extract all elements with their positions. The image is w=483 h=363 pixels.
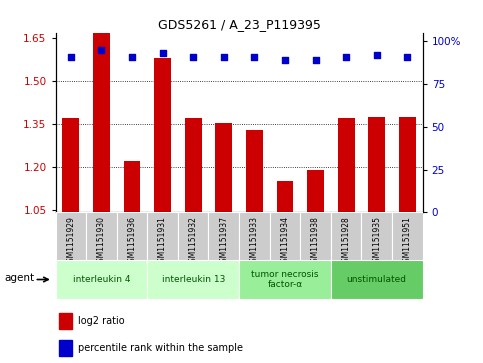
Text: GSM1151937: GSM1151937 — [219, 216, 228, 267]
Text: log2 ratio: log2 ratio — [78, 316, 124, 326]
Text: GSM1151936: GSM1151936 — [128, 216, 137, 267]
Point — [281, 57, 289, 63]
Bar — [124, 161, 141, 212]
Bar — [331, 260, 423, 299]
Text: GSM1151931: GSM1151931 — [158, 216, 167, 267]
Text: percentile rank within the sample: percentile rank within the sample — [78, 343, 242, 353]
Point — [403, 54, 411, 60]
Bar — [56, 212, 86, 260]
Bar — [361, 212, 392, 260]
Bar — [307, 170, 324, 212]
Bar — [277, 181, 293, 212]
Bar — [239, 260, 331, 299]
Bar — [93, 16, 110, 212]
Text: GSM1151951: GSM1151951 — [403, 216, 412, 267]
Point — [251, 54, 258, 60]
Point — [98, 47, 105, 53]
Bar — [209, 212, 239, 260]
Bar — [338, 118, 355, 212]
Point — [67, 54, 75, 60]
Bar — [369, 117, 385, 212]
Point — [220, 54, 227, 60]
Point — [128, 54, 136, 60]
Bar — [331, 212, 361, 260]
Bar — [215, 122, 232, 212]
Bar — [154, 58, 171, 212]
Bar — [239, 212, 270, 260]
Bar — [59, 340, 72, 356]
Text: GSM1151932: GSM1151932 — [189, 216, 198, 267]
Text: interleukin 4: interleukin 4 — [72, 275, 130, 284]
Text: GSM1151934: GSM1151934 — [281, 216, 289, 267]
Text: GSM1151935: GSM1151935 — [372, 216, 381, 267]
Bar — [185, 118, 201, 212]
Bar — [246, 130, 263, 212]
Text: GSM1151938: GSM1151938 — [311, 216, 320, 267]
Point — [373, 52, 381, 58]
Bar — [147, 260, 239, 299]
Point — [312, 57, 319, 63]
Bar — [147, 212, 178, 260]
Bar — [178, 212, 209, 260]
Point — [159, 50, 167, 56]
Bar — [59, 313, 72, 329]
Point — [342, 54, 350, 60]
Bar — [300, 212, 331, 260]
Point — [189, 54, 197, 60]
Bar — [117, 212, 147, 260]
Title: GDS5261 / A_23_P119395: GDS5261 / A_23_P119395 — [157, 19, 321, 32]
Bar — [270, 212, 300, 260]
Text: tumor necrosis
factor-α: tumor necrosis factor-α — [251, 270, 319, 289]
Text: GSM1151928: GSM1151928 — [341, 216, 351, 267]
Text: GSM1151929: GSM1151929 — [66, 216, 75, 267]
Bar — [56, 260, 147, 299]
Text: GSM1151930: GSM1151930 — [97, 216, 106, 267]
Bar — [392, 212, 423, 260]
Text: GSM1151933: GSM1151933 — [250, 216, 259, 267]
Text: agent: agent — [4, 273, 35, 282]
Bar — [399, 117, 416, 212]
Text: unstimulated: unstimulated — [347, 275, 407, 284]
Bar — [86, 212, 117, 260]
Bar — [62, 118, 79, 212]
Text: interleukin 13: interleukin 13 — [161, 275, 225, 284]
